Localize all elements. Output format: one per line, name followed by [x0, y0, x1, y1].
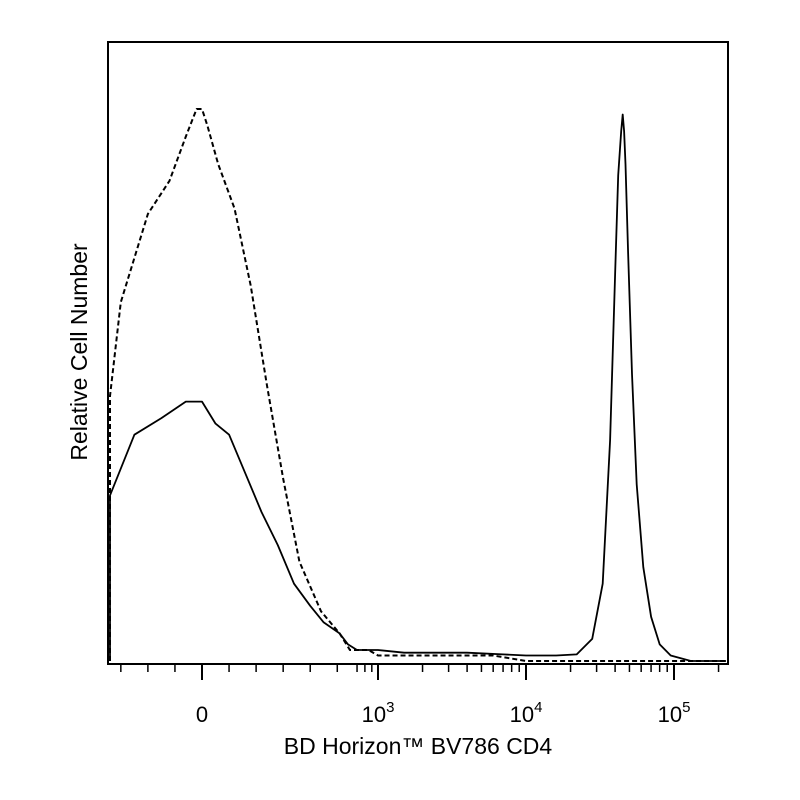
y-axis-title: Relative Cell Number [66, 243, 92, 461]
x-tick-label: 103 [362, 699, 395, 727]
series-layer [109, 108, 726, 662]
x-axis-major-ticks [201, 664, 675, 680]
x-tick-label: 0 [196, 702, 208, 727]
x-tick-label: 104 [510, 699, 543, 727]
x-axis-title: BD Horizon™ BV786 CD4 [284, 733, 553, 759]
x-axis-tick-labels: 0 103 104 105 [196, 699, 691, 727]
series-dashed-line [109, 108, 726, 662]
series-solid-line [109, 113, 726, 662]
x-tick-label: 105 [658, 699, 691, 727]
plot-frame [107, 41, 729, 665]
x-axis-minor-ticks [120, 664, 720, 672]
